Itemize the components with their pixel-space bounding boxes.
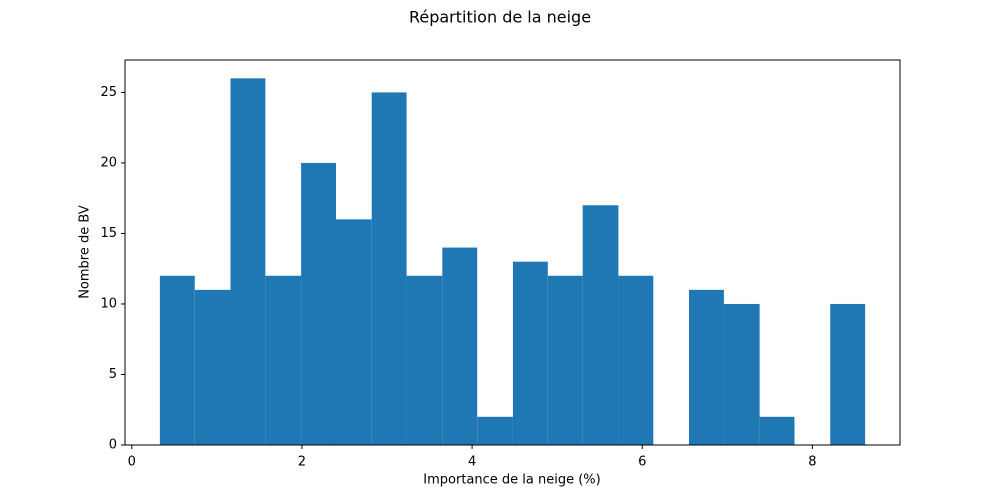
bar — [618, 275, 654, 445]
bar — [547, 275, 583, 445]
y-tick-label: 25 — [100, 85, 117, 100]
y-axis-label: Nombre de BV — [78, 205, 93, 299]
bar — [230, 78, 266, 445]
y-tick-label: 15 — [100, 226, 117, 241]
x-tick-label: 8 — [808, 455, 816, 470]
bar — [689, 289, 724, 445]
bar — [301, 162, 336, 445]
y-tick-label: 0 — [109, 438, 117, 453]
bar — [159, 275, 195, 445]
plot-frame — [124, 59, 901, 446]
chart-title: Répartition de la neige — [409, 8, 591, 27]
y-tick-label: 10 — [100, 296, 117, 311]
x-tick-label: 0 — [128, 455, 136, 470]
y-tick-label: 5 — [109, 367, 117, 382]
bar — [759, 416, 795, 445]
bar — [582, 205, 619, 445]
bar — [512, 261, 548, 445]
x-tick-label: 4 — [468, 455, 476, 470]
bar — [830, 303, 866, 445]
bar — [371, 92, 407, 445]
bar — [335, 219, 372, 445]
x-tick-label: 6 — [638, 455, 646, 470]
x-tick-label: 2 — [298, 455, 306, 470]
bar — [194, 289, 231, 445]
x-axis-label: Importance de la neige (%) — [423, 473, 600, 488]
bar — [442, 247, 478, 445]
bar — [406, 275, 443, 445]
bar — [723, 303, 760, 445]
bar — [265, 275, 302, 445]
bar — [477, 416, 513, 445]
y-tick-label: 20 — [100, 155, 117, 170]
